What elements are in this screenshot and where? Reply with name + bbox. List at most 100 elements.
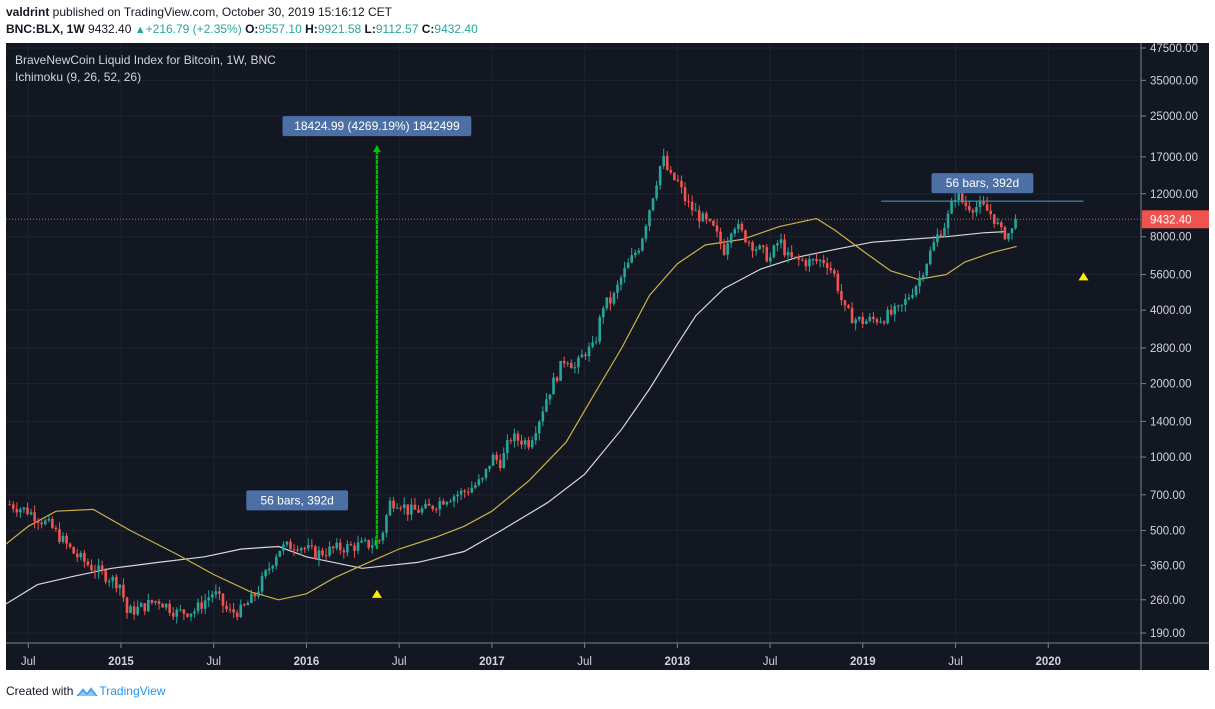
candle-body: [385, 515, 388, 533]
x-tick-label: 2016: [294, 656, 320, 668]
candle-body: [744, 230, 747, 243]
candle-body: [946, 213, 950, 228]
candle-body: [609, 297, 612, 304]
candle-body: [623, 268, 626, 278]
candle-body: [907, 297, 911, 300]
indicator-legend: Ichimoku (9, 26, 52, 26): [15, 70, 141, 84]
candle-body: [559, 360, 562, 381]
y-tick-label: 17000.00: [1150, 152, 1198, 164]
candle-body: [520, 440, 523, 445]
candle-body: [530, 440, 534, 448]
candle-body: [637, 250, 641, 253]
candle-body: [1003, 227, 1007, 240]
candle-body: [72, 547, 75, 554]
yellow-ma-line: [5, 217, 1017, 601]
x-tick-label: 2020: [1035, 656, 1061, 668]
candle-body: [481, 477, 484, 480]
candle-body: [864, 320, 868, 324]
y-tick-label: 1400.00: [1150, 416, 1192, 428]
candle-body: [1010, 228, 1014, 234]
candle-body: [914, 286, 918, 295]
candle-body: [196, 602, 200, 612]
candle-body: [93, 570, 97, 573]
candle-body: [271, 565, 275, 569]
range-label: 56 bars, 392d: [260, 493, 333, 507]
candle-body: [100, 565, 104, 571]
candle-body: [417, 509, 420, 513]
y-tick-label: 5600.00: [1150, 270, 1192, 282]
candle-body: [242, 604, 246, 606]
candle-body: [150, 600, 154, 603]
candle-body: [836, 273, 840, 292]
candle-body: [694, 210, 697, 212]
candle-body: [765, 247, 769, 262]
candle-body: [687, 201, 690, 203]
tradingview-link[interactable]: TradingView: [99, 684, 166, 698]
created-with-label: Created with: [6, 684, 74, 698]
candle-body: [939, 234, 943, 237]
chart-background: [6, 43, 1209, 670]
range-label-box: [931, 173, 1034, 194]
candle-body: [729, 233, 733, 244]
candle-body: [466, 491, 470, 493]
candle-body: [591, 342, 594, 347]
candle-body: [641, 238, 644, 251]
candle-body: [353, 545, 356, 551]
candle-body: [769, 257, 772, 262]
candle-body: [665, 155, 669, 170]
candle-body: [509, 440, 513, 442]
candle-body: [157, 601, 161, 604]
tradingview-logo-icon[interactable]: [76, 685, 98, 697]
y-tick-label: 260.00: [1150, 595, 1185, 607]
candle-body: [367, 539, 370, 548]
candle-body: [235, 612, 239, 617]
candle-body: [132, 606, 136, 615]
candle-body: [840, 291, 843, 301]
chart-container[interactable]: 18424.99 (4269.19%) 1842499 56 bars, 392d…: [5, 43, 1209, 670]
candle-body: [737, 223, 740, 230]
y-tick-label: 8000.00: [1150, 232, 1192, 244]
candle-body: [626, 262, 630, 269]
candle-body: [164, 603, 168, 608]
open-value: 9557.10: [258, 22, 302, 36]
candle-body: [953, 200, 957, 202]
candle-body: [833, 270, 836, 274]
y-tick-label: 4000.00: [1150, 305, 1192, 317]
candle-body: [292, 549, 296, 551]
candle-body: [264, 570, 267, 577]
price-axis[interactable]: 190.00 260.00 360.00 500.00 700.00 1000.00 140…: [1140, 43, 1209, 670]
candle-body: [577, 357, 580, 368]
candle-body: [555, 377, 559, 381]
candle-body: [395, 507, 399, 509]
candle-body: [107, 581, 111, 583]
candle-body: [193, 611, 196, 614]
measure-arrowhead: [372, 145, 381, 153]
measure-label: 18424.99 (4269.19%) 1842499: [294, 119, 460, 133]
candle-body: [658, 166, 662, 186]
candle-body: [90, 564, 93, 571]
candle-body: [697, 210, 701, 222]
candle-body: [683, 187, 687, 202]
white-ma-line: [5, 231, 1006, 605]
candle-body: [569, 362, 573, 369]
candle-body: [463, 490, 466, 492]
triangle-marker-icon: [371, 589, 382, 598]
candle-body: [978, 201, 982, 208]
candle-body: [673, 172, 676, 180]
publish-header: valdrint published on TradingView.com, O…: [6, 5, 392, 19]
candle-body: [452, 496, 456, 502]
footer: Created with TradingView: [6, 684, 165, 698]
price-chart[interactable]: 18424.99 (4269.19%) 1842499 56 bars, 392d…: [5, 43, 1209, 670]
candle-body: [445, 501, 449, 505]
candle-body: [33, 512, 36, 522]
candle-body: [861, 316, 865, 324]
candle-body: [996, 222, 1000, 224]
time-axis[interactable]: Jul 2015 Jul 2016 Jul 2017 Jul 2018 Jul 2019 Jul 20…: [6, 642, 1209, 668]
candle-body: [722, 244, 726, 255]
author-name[interactable]: valdrint: [6, 5, 50, 19]
candle-body: [854, 319, 857, 324]
candle-body: [975, 207, 978, 213]
candle-body: [58, 529, 61, 543]
symbol-label: BNC:BLX, 1W: [6, 22, 85, 36]
candle-body: [562, 360, 566, 364]
